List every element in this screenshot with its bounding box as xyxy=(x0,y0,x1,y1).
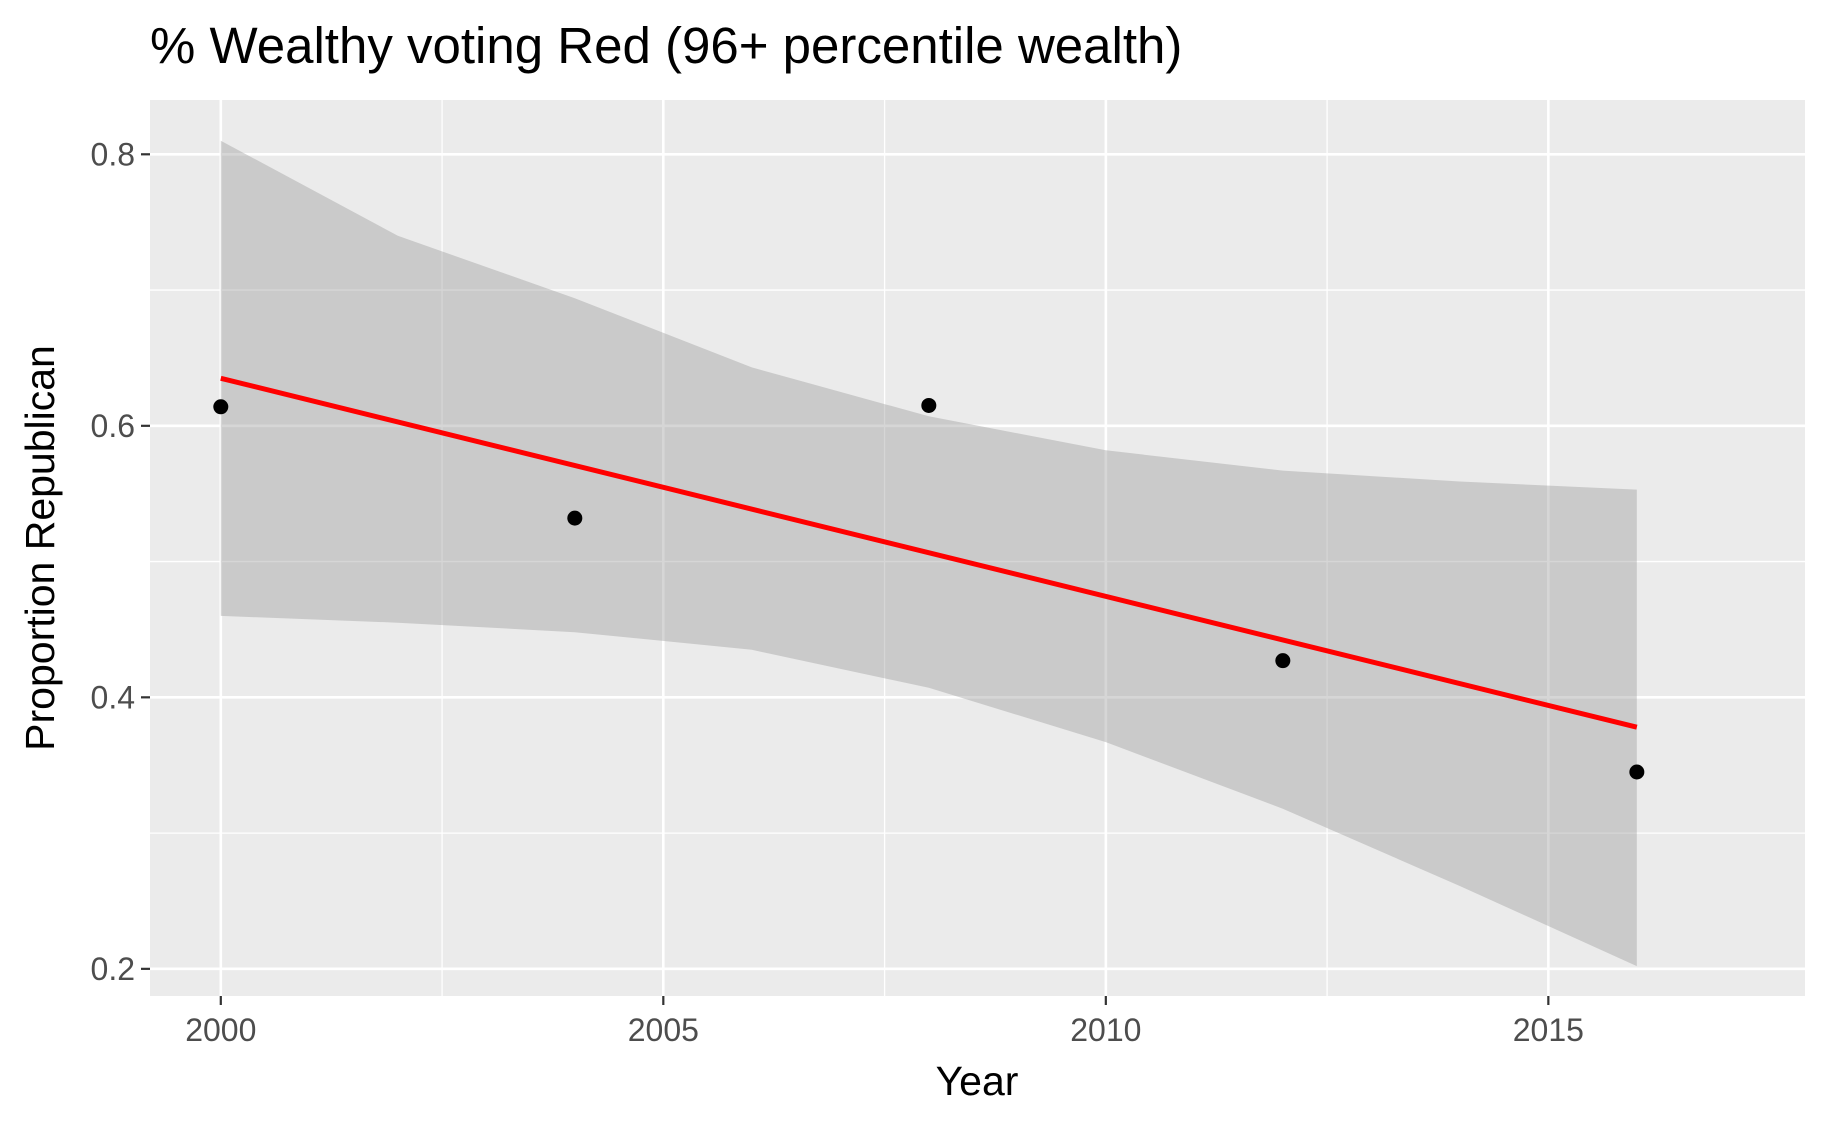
y-tick-label: 0.4 xyxy=(91,679,135,715)
regression-line xyxy=(220,375,1638,730)
y-axis-title: Proportion Republican xyxy=(17,345,63,751)
x-axis-title: Year xyxy=(936,1058,1019,1104)
x-tick-label: 2005 xyxy=(628,1012,699,1048)
x-tick-label: 2015 xyxy=(1513,1012,1584,1048)
axes: 2000 2005 2010 2015 0.2 0.4 0.6 0.8 xyxy=(91,136,1584,1048)
y-tick-label: 0.6 xyxy=(91,408,135,444)
y-tick-label: 0.8 xyxy=(91,136,135,172)
y-tick-label: 0.2 xyxy=(91,951,135,987)
x-tick-label: 2000 xyxy=(185,1012,256,1048)
data-point xyxy=(1629,764,1645,780)
data-point xyxy=(567,510,583,526)
data-points xyxy=(213,397,1645,780)
chart-title: % Wealthy voting Red (96+ percentile wea… xyxy=(150,17,1182,74)
x-tick-label: 2010 xyxy=(1070,1012,1141,1048)
plot-panel xyxy=(150,100,1805,996)
trend-line xyxy=(220,375,1638,730)
data-point xyxy=(921,397,937,413)
data-point xyxy=(213,399,229,415)
gridlines xyxy=(150,100,1805,996)
data-point xyxy=(1275,653,1291,669)
